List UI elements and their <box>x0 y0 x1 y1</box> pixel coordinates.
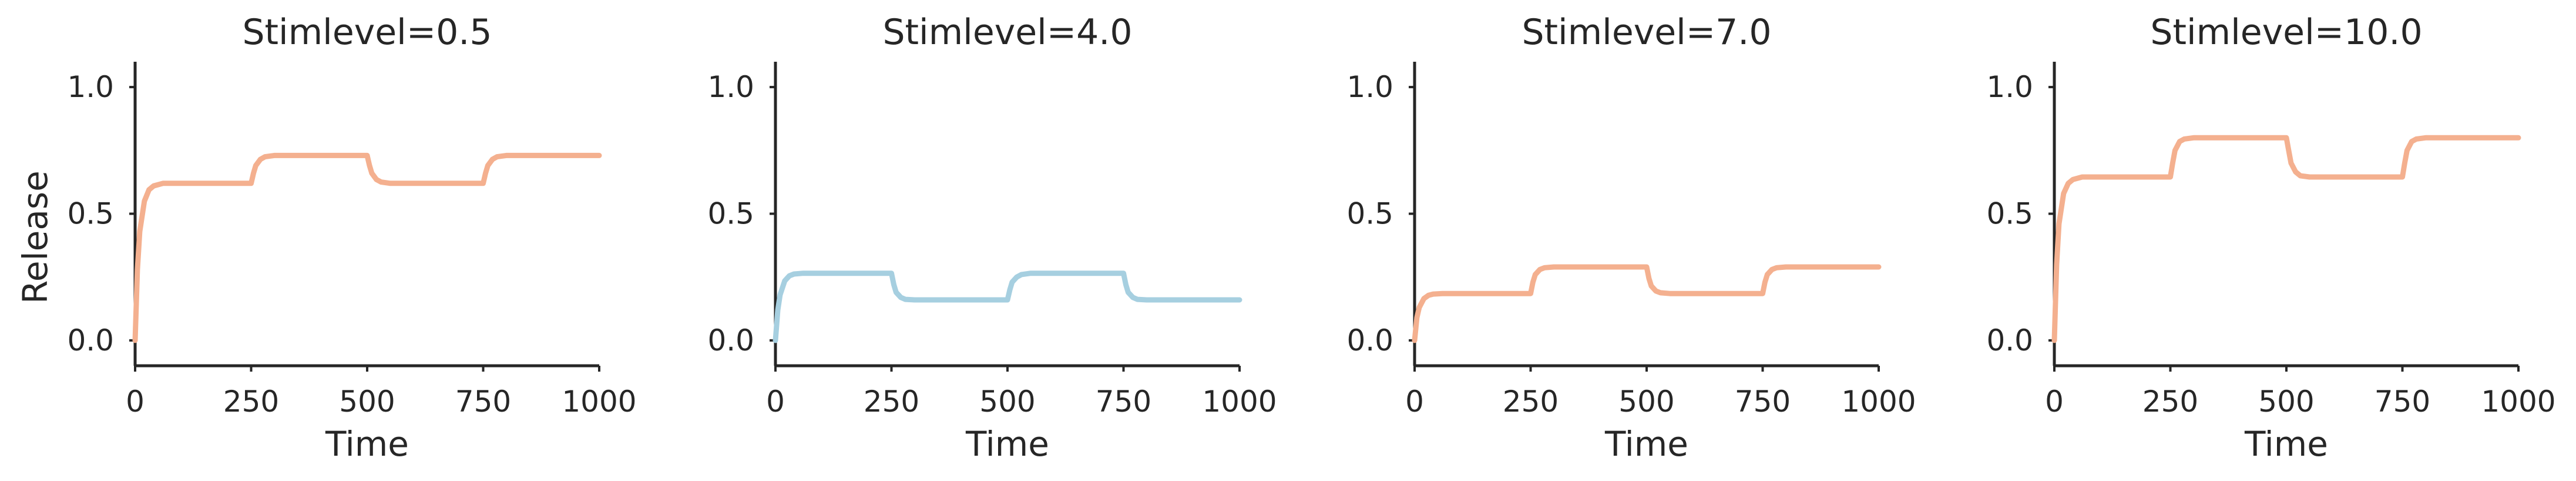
subplot-title: Stimlevel=4.0 <box>882 12 1132 53</box>
x-tick-label: 500 <box>2258 385 2314 419</box>
x-tick-label: 250 <box>864 385 919 419</box>
x-tick-label: 1000 <box>1202 385 1277 419</box>
x-axis-label: Time <box>1604 424 1688 464</box>
y-tick-label: 1.0 <box>1346 70 1393 104</box>
series-line <box>1412 264 1882 343</box>
y-tick-label: 1.0 <box>707 70 754 104</box>
x-tick-label: 1000 <box>2481 385 2555 419</box>
subplot-title: Stimlevel=7.0 <box>1522 12 1771 53</box>
x-tick-label: 250 <box>1503 385 1559 419</box>
x-axis-label: Time <box>2244 424 2328 464</box>
y-tick-label: 0.5 <box>1346 197 1393 231</box>
y-tick-label: 0.5 <box>707 197 754 231</box>
x-tick-label: 0 <box>766 385 785 419</box>
x-axis-label: Time <box>325 424 409 464</box>
x-tick-label: 750 <box>2375 385 2430 419</box>
x-tick-label: 0 <box>2045 385 2064 419</box>
x-tick-label: 250 <box>2142 385 2198 419</box>
subplot-title: Stimlevel=10.0 <box>2150 12 2422 53</box>
x-tick-label: 750 <box>1735 385 1791 419</box>
y-tick-label: 1.0 <box>67 70 114 104</box>
x-tick-label: 500 <box>979 385 1035 419</box>
series-line <box>773 270 1242 343</box>
subplot-3: Stimlevel=7.0 0.0 0.5 1.0 0 250 500 750 1000 Time <box>1346 12 1916 464</box>
y-axis-label: Release <box>15 171 55 304</box>
subplot-4: Stimlevel=10.0 0.0 0.5 1.0 0 250 500 750 1000 Tim… <box>1986 12 2555 464</box>
x-tick-label: 0 <box>126 385 145 419</box>
x-tick-label: 250 <box>223 385 279 419</box>
x-tick-label: 500 <box>339 385 395 419</box>
x-tick-label: 1000 <box>562 385 636 419</box>
series-line <box>132 152 602 343</box>
subplot-2: Stimlevel=4.0 0.0 0.5 1.0 0 250 500 750 1000 Time <box>707 12 1277 464</box>
y-tick-label: 0.5 <box>67 197 114 231</box>
x-tick-label: 1000 <box>1841 385 1916 419</box>
y-tick-label: 0.0 <box>67 323 114 358</box>
subplot-title: Stimlevel=0.5 <box>242 12 492 53</box>
x-tick-label: 500 <box>1618 385 1674 419</box>
series-line <box>2051 135 2521 343</box>
x-axis-label: Time <box>965 424 1049 464</box>
y-tick-label: 0.0 <box>707 323 754 358</box>
x-tick-label: 750 <box>1096 385 1151 419</box>
x-tick-label: 750 <box>455 385 511 419</box>
y-tick-label: 0.0 <box>1986 323 2033 358</box>
y-tick-label: 0.5 <box>1986 197 2033 231</box>
y-tick-label: 0.0 <box>1346 323 1393 358</box>
y-tick-label: 1.0 <box>1986 70 2033 104</box>
subplot-1: Stimlevel=0.5 0.0 0.5 1.0 0 250 500 750 1000 Time… <box>15 12 637 464</box>
x-tick-label: 0 <box>1405 385 1424 419</box>
